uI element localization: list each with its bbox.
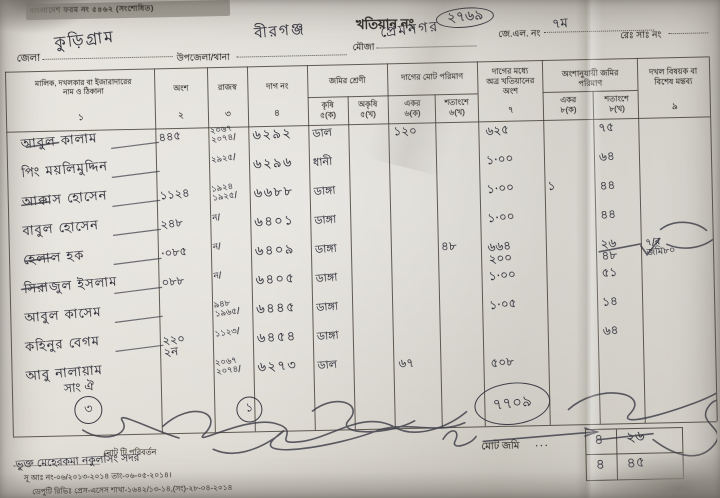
cell-khatian-share: ১·০৫ [488,295,517,313]
total-acre-new: ৪ [595,456,605,473]
cell-remark: ৭/র জমি৮০ [644,236,676,259]
col-header-remarks: দখল বিষয়ক বা বিশেষ মন্তব্য [648,66,698,87]
total-shotangsho-old: ২৬ [625,427,646,447]
col-header-revenue: রাজস্ব [217,82,237,93]
cell-share-shotangsho: ১৪ [601,293,619,309]
district-label: জেলা [16,52,41,65]
total-shotangsho-new: ৪৫ [625,454,646,472]
col-header-plot-acre: একর ৬(ক) [404,98,421,119]
cell-share-shotangsho: ৪৪ [599,206,617,222]
cell-revenue: ২০৬৭ ২০৭৪/ [214,355,242,378]
cell-plot-shotangsho: ৪৮ [440,238,457,254]
col-number-4: ৪ [273,107,280,118]
cell-share-shotangsho: ৭৫ [597,119,615,135]
cell-share-acre: ১ [547,178,556,193]
upazila-handwritten: বীরগঞ্জ [253,19,307,43]
cell-revenue: ২০৬৭ ২০৭৪/ [209,123,237,146]
col-number-3: ৩ [224,108,231,119]
cell-share: ০৮৮ [160,273,185,290]
total-land-label: মোট জমি [481,440,520,453]
cell-share: ২২০ ২ন [161,331,186,360]
circled-number-annotation: ১ [236,396,263,423]
jl-number-label: জে.এল. নং [498,28,541,39]
footer-press-line: ডেপুটি রিভিঃ প্রেস-এসেস শাখা-১৬৪২/১৩-১৪,… [32,482,233,497]
upazila-dotted-line [236,42,347,58]
cell-share-shotangsho: ৬৪ [602,322,619,338]
cell-share: ·০৮৫ [160,243,188,261]
col-header-dag-no: দাগ নং [266,81,289,92]
cell-share: ৪৪৫ [157,128,182,145]
cell-share-shotangsho: ৪৪ [599,177,616,193]
col-header-land-class: জমির শ্রেণী [328,75,366,86]
cell-khatian-share: ৬৬৪ ২০০ [486,238,513,267]
col-number-9: ৯ [671,101,678,112]
document-content: খতিয়ান নং ২৭৬৯ জে.এল. নং ৭ম রেঃ সাঃ নং … [4,5,719,498]
circled-number-annotation: ৩ [74,395,103,425]
cell-revenue: ১৯২৪ ১৯২৫/ [210,181,238,204]
total-acre-old: ৪ [593,431,604,448]
reg-serial-label: রেঃ সাঃ নং [620,29,662,41]
initial-scribble [442,430,477,447]
cell-khatian-share: ৫০৮ [489,354,515,371]
cell-khatian-share: ১·০০ [486,208,516,226]
cell-dag-number: ৬৪০১ [253,213,295,231]
col-number-2: ২ [177,109,184,120]
footer-memo-line: সূ আঃ নং-০৬/২০১৩-২০১৪ তাং-০৬-০৫-২০১৪। [23,470,172,483]
col-header-nonagri: অকৃষি ৫(খ) [358,99,378,119]
cell-plot-acre: ১২০ [393,123,417,139]
cell-share-shotangsho: ২৬ ৪৮ [600,235,618,264]
khatian-number-handwritten: ২৭৬৯ [435,5,496,30]
cell-dag-number: ৬৪৪৫ [255,300,297,318]
col-header-plot-total: দাগের মোট পরিমাণ [401,71,464,83]
col-header-share-acre: একর ৮(ক) [560,95,577,115]
cell-revenue: ৯৪৮ ১৯৬৫/ [212,298,241,320]
signature-scribble [567,392,717,421]
col-header-agri: কৃষি ৫(ক) [319,100,337,120]
table-hline [542,89,638,94]
col-number-1: ১ [77,112,85,123]
col-number-7: ৭ [507,104,514,115]
cell-khatian-share: ১·০০ [487,266,517,284]
col-header-khatian-share: দাগের মধ্যে অত্র খতিয়ানের অংশ [486,66,535,96]
cell-khatian-share: ১·০০ [485,150,514,168]
mouza-label: মৌজা [352,41,375,53]
cell-dag-number: ৬২৭৩ [257,358,298,376]
col-header-share-amount: অংশানুযায়ী জমির পরিমাণ [561,68,619,89]
total-land-box: ৪ ২৬ ৪ ৪৫ [584,427,685,482]
cell-dag-number: ৬৪৫৪ [256,329,297,347]
cell-khatian-share: ১·০০ [486,179,515,197]
col-header-plot-shotangsho: শতাংশে ৬(খ) [444,97,470,118]
cell-share: ১১২৪ [158,185,191,203]
cell-dag-number: ৬৪০৯ [254,242,296,260]
cell-dag-number: ৬৬৮৮ [253,184,294,202]
total-dots: ... [535,437,550,450]
cell-khatian-share: ৬২৫ [484,122,510,139]
reg-dotted-line [668,20,709,35]
col-header-share-shotangsho: শতাংশে ৮(খ) [604,94,630,114]
upazila-label: উপজেলা/থানা [176,51,230,63]
cell-dag-number: ৬৪০৫ [255,271,296,289]
jl-number-handwritten: ৭ম [551,16,569,33]
cell-share-shotangsho: ৫১ [601,264,618,280]
col-header-owner-name: মালিক, দখলকার বা ইজারাদারের নাম ও ঠিকানা [34,76,132,97]
cell-share: ২৪৮ [159,215,184,232]
cell-plot-acre: ৬৭ [398,355,415,371]
col-header-share: অংশ [173,83,189,94]
cell-dag-number: ৬২৯২ [252,126,293,144]
cell-dag-number: ৬২৯৬ [252,155,294,173]
cell-share-shotangsho: ৬৪ [598,148,616,164]
